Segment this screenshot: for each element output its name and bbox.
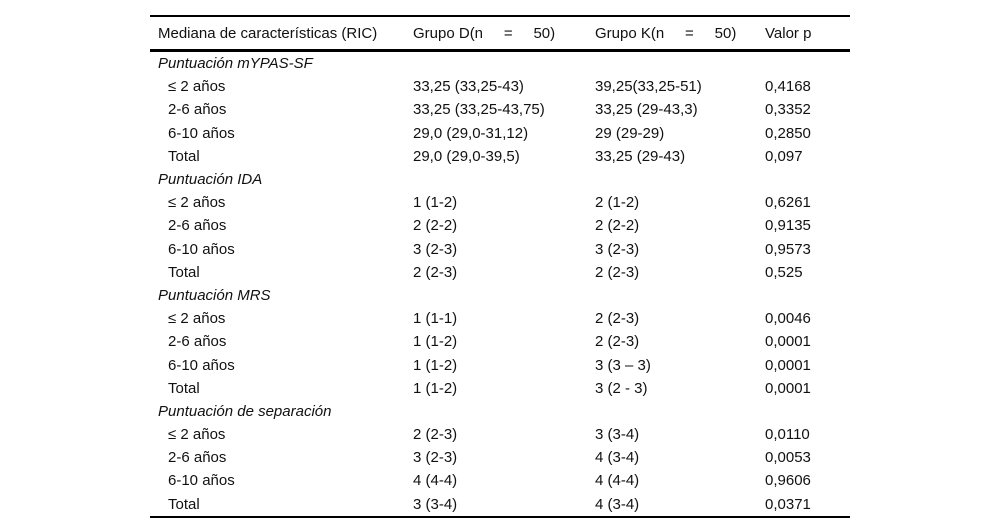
table-row: Total 29,0 (29,0-39,5) 33,25 (29-43) 0,0… (150, 145, 850, 168)
table-row: 6-10 años 29,0 (29,0-31,12) 29 (29-29) 0… (150, 122, 850, 145)
cell-group-d: 33,25 (33,25-43) (413, 78, 524, 96)
cell-group-k: 2 (2-2) (595, 217, 640, 235)
section-title: Puntuación MRS (158, 286, 271, 304)
cell-p-value: 0,9606 (765, 472, 811, 490)
cell-group-k: 4 (3-4) (595, 449, 640, 467)
row-label: 6-10 años (168, 124, 235, 142)
row-label: 2-6 años (168, 101, 227, 119)
table-row: 6-10 años 1 (1-2) 3 (3 – 3) 0,0001 (150, 353, 850, 376)
row-label: ≤ 2 años (168, 78, 226, 96)
cell-p-value: 0,0110 (765, 426, 810, 444)
row-label: 2-6 años (168, 449, 227, 467)
cell-group-k: 4 (4-4) (595, 472, 640, 490)
cell-p-value: 0,9135 (765, 217, 811, 235)
cell-group-d: 2 (2-3) (413, 426, 458, 444)
table-row: 6-10 años 3 (2-3) 3 (2-3) 0,9573 (150, 238, 850, 261)
cell-p-value: 0,0046 (765, 310, 811, 328)
cell-p-value: 0,4168 (765, 78, 811, 96)
cell-group-k: 29 (29-29) (595, 124, 665, 142)
cell-group-d: 1 (1-2) (413, 379, 458, 397)
cell-p-value: 0,0053 (765, 449, 811, 467)
cell-group-d: 1 (1-1) (413, 310, 458, 328)
cell-group-d: 33,25 (33,25-43,75) (413, 101, 545, 119)
section-title: Puntuación IDA (158, 171, 263, 189)
cell-p-value: 0,097 (765, 147, 803, 165)
column-header-characteristic: Mediana de características (RIC) (158, 24, 378, 42)
row-label: 6-10 años (168, 356, 235, 374)
table-row: 6-10 años 4 (4-4) 4 (4-4) 0,9606 (150, 469, 850, 492)
table-row: ≤ 2 años 1 (1-1) 2 (2-3) 0,0046 (150, 307, 850, 330)
column-header-group-k: Grupo K(n = 50) (595, 24, 737, 42)
cell-group-k: 33,25 (29-43,3) (595, 101, 698, 119)
cell-p-value: 0,525 (765, 263, 803, 281)
table-row: 2-6 años 3 (2-3) 4 (3-4) 0,0053 (150, 446, 850, 469)
cell-p-value: 0,9573 (765, 240, 811, 258)
cell-group-k: 39,25(33,25-51) (595, 78, 702, 96)
row-label: 2-6 años (168, 217, 227, 235)
row-label: Total (168, 379, 200, 397)
table-row: ≤ 2 años 2 (2-3) 3 (3-4) 0,0110 (150, 423, 850, 446)
cell-group-k: 2 (2-3) (595, 333, 640, 351)
table-row: Total 2 (2-3) 2 (2-3) 0,525 (150, 261, 850, 284)
row-label: Total (168, 147, 200, 165)
cell-group-d: 4 (4-4) (413, 472, 458, 490)
cell-p-value: 0,3352 (765, 101, 811, 119)
row-label: Total (168, 495, 200, 513)
cell-group-d: 3 (2-3) (413, 240, 458, 258)
section-title: Puntuación mYPAS-SF (158, 55, 313, 73)
row-label: 6-10 años (168, 472, 235, 490)
cell-p-value: 0,0001 (765, 379, 811, 397)
row-label: 2-6 años (168, 333, 227, 351)
cell-group-k: 3 (2 - 3) (595, 379, 648, 397)
column-header-p-value: Valor p (765, 24, 812, 42)
cell-group-d: 1 (1-2) (413, 333, 458, 351)
cell-p-value: 0,0001 (765, 356, 811, 374)
section-header-mypas-sf: Puntuación mYPAS-SF (150, 52, 850, 75)
table-row: 2-6 años 2 (2-2) 2 (2-2) 0,9135 (150, 214, 850, 237)
cell-group-d: 2 (2-2) (413, 217, 458, 235)
table-header-row: Mediana de características (RIC) Grupo D… (150, 17, 850, 52)
row-label: ≤ 2 años (168, 194, 226, 212)
table-row: Total 3 (3-4) 4 (3-4) 0,0371 (150, 493, 850, 516)
cell-group-d: 29,0 (29,0-31,12) (413, 124, 529, 142)
table-row: 2-6 años 1 (1-2) 2 (2-3) 0,0001 (150, 330, 850, 353)
cell-group-k: 2 (1-2) (595, 194, 640, 212)
table-row: ≤ 2 años 1 (1-2) 2 (1-2) 0,6261 (150, 191, 850, 214)
row-label: ≤ 2 años (168, 310, 226, 328)
cell-p-value: 0,2850 (765, 124, 811, 142)
cell-group-k: 2 (2-3) (595, 310, 640, 328)
cell-group-d: 3 (2-3) (413, 449, 458, 467)
cell-group-k: 33,25 (29-43) (595, 147, 686, 165)
cell-group-k: 3 (3 – 3) (595, 356, 651, 374)
section-header-ida: Puntuación IDA (150, 168, 850, 191)
cell-group-k: 2 (2-3) (595, 263, 640, 281)
cell-group-d: 29,0 (29,0-39,5) (413, 147, 520, 165)
section-header-separacion: Puntuación de separación (150, 400, 850, 423)
row-label: Total (168, 263, 200, 281)
table-row: ≤ 2 años 33,25 (33,25-43) 39,25(33,25-51… (150, 75, 850, 98)
column-header-group-d: Grupo D(n = 50) (413, 24, 556, 42)
cell-group-d: 1 (1-2) (413, 194, 458, 212)
cell-group-k: 3 (3-4) (595, 426, 640, 444)
row-label: 6-10 años (168, 240, 235, 258)
table-row: Total 1 (1-2) 3 (2 - 3) 0,0001 (150, 377, 850, 400)
section-header-mrs: Puntuación MRS (150, 284, 850, 307)
cell-p-value: 0,6261 (765, 194, 811, 212)
section-title: Puntuación de separación (158, 402, 332, 420)
cell-group-d: 2 (2-3) (413, 263, 458, 281)
cell-p-value: 0,0371 (765, 495, 811, 513)
cell-group-k: 4 (3-4) (595, 495, 640, 513)
cell-group-d: 3 (3-4) (413, 495, 458, 513)
statistics-table: Mediana de características (RIC) Grupo D… (150, 15, 850, 518)
cell-p-value: 0,0001 (765, 333, 811, 351)
row-label: ≤ 2 años (168, 426, 226, 444)
cell-group-k: 3 (2-3) (595, 240, 640, 258)
table-row: 2-6 años 33,25 (33,25-43,75) 33,25 (29-4… (150, 98, 850, 121)
cell-group-d: 1 (1-2) (413, 356, 458, 374)
